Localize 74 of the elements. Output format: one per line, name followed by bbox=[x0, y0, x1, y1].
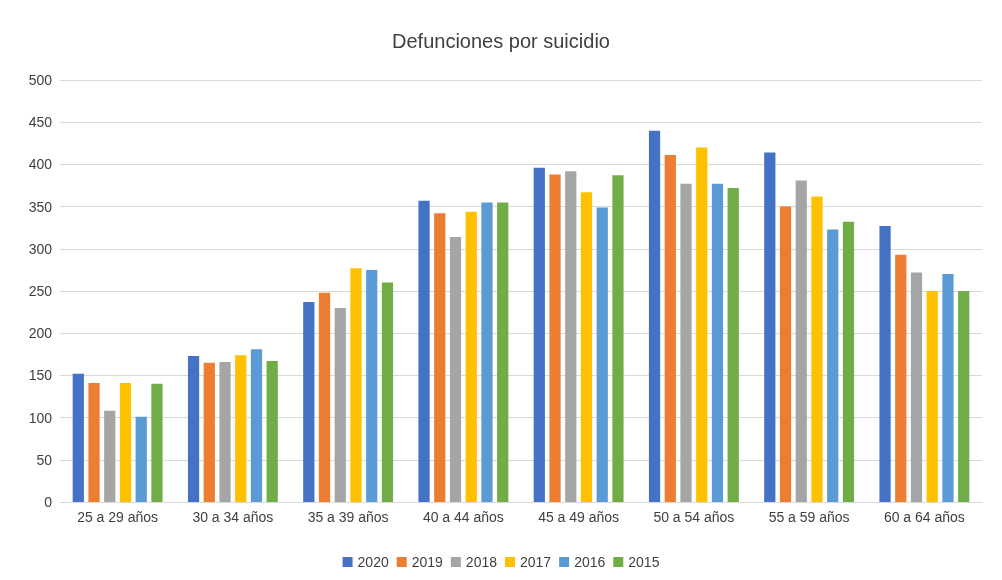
bar bbox=[266, 361, 278, 502]
bar bbox=[596, 207, 608, 502]
y-tick-label: 250 bbox=[28, 283, 53, 299]
y-tick-label: 50 bbox=[36, 451, 53, 468]
legend-label: 2016 bbox=[574, 554, 606, 570]
bar bbox=[119, 383, 132, 502]
bar bbox=[88, 383, 100, 502]
bar bbox=[481, 202, 493, 502]
bar bbox=[764, 152, 776, 502]
bar bbox=[958, 291, 970, 502]
bar bbox=[648, 130, 661, 502]
y-tick-label: 500 bbox=[28, 72, 53, 88]
y-tick-label: 400 bbox=[28, 156, 53, 173]
bar bbox=[318, 292, 331, 502]
bar bbox=[187, 355, 200, 502]
bar bbox=[842, 221, 855, 502]
bar bbox=[497, 202, 509, 502]
x-tick-label: 45 a 49 años bbox=[538, 509, 620, 525]
legend-label: 2019 bbox=[411, 554, 444, 570]
y-tick-label: 350 bbox=[28, 198, 53, 215]
bar bbox=[680, 183, 692, 502]
bar bbox=[711, 183, 724, 502]
bar bbox=[895, 254, 907, 502]
bar bbox=[104, 410, 116, 502]
bar bbox=[381, 282, 394, 502]
bar bbox=[72, 373, 84, 502]
bar bbox=[334, 307, 346, 502]
bar bbox=[549, 174, 561, 502]
bar bbox=[203, 362, 215, 502]
chart-title: Defunciones por suicidio bbox=[392, 30, 610, 52]
x-tick-label: 40 a 44 años bbox=[422, 509, 504, 525]
bar bbox=[696, 147, 708, 502]
bar bbox=[350, 268, 362, 502]
bar bbox=[434, 213, 446, 502]
bar bbox=[418, 200, 430, 502]
x-tick-label: 55 a 59 años bbox=[768, 509, 850, 525]
y-tick-label: 100 bbox=[28, 409, 53, 426]
bar bbox=[135, 416, 147, 502]
x-tick-label: 35 a 39 años bbox=[307, 509, 389, 525]
bar bbox=[811, 196, 823, 502]
bar bbox=[727, 188, 739, 502]
legend-label: 2020 bbox=[357, 554, 389, 570]
y-tick-label: 300 bbox=[28, 240, 53, 257]
legend-label: 2018 bbox=[465, 554, 498, 570]
bar bbox=[219, 361, 231, 502]
bar bbox=[827, 229, 839, 502]
bar bbox=[580, 192, 593, 502]
y-tick-label: 450 bbox=[28, 114, 53, 131]
bar bbox=[942, 274, 954, 502]
bar bbox=[366, 269, 378, 502]
bar bbox=[151, 383, 163, 502]
y-tick-label: 150 bbox=[28, 367, 53, 384]
bar bbox=[565, 171, 577, 502]
bar bbox=[910, 272, 923, 502]
y-tick-label: 0 bbox=[44, 494, 53, 510]
bar bbox=[235, 355, 247, 502]
bar bbox=[612, 175, 624, 502]
bar bbox=[664, 155, 676, 502]
legend-label: 2015 bbox=[628, 554, 660, 570]
legend-label: 2017 bbox=[520, 554, 552, 570]
bar bbox=[879, 226, 891, 502]
bar bbox=[779, 206, 792, 502]
bar bbox=[303, 301, 315, 502]
y-tick-label: 200 bbox=[28, 325, 53, 342]
x-tick-label: 60 a 64 años bbox=[883, 509, 965, 525]
bar bbox=[250, 349, 263, 502]
bar bbox=[795, 180, 807, 502]
bar bbox=[465, 211, 477, 502]
bar bbox=[449, 236, 462, 502]
x-tick-label: 50 a 54 años bbox=[653, 509, 735, 525]
x-tick-label: 25 a 29 años bbox=[77, 509, 159, 525]
x-tick-label: 30 a 34 años bbox=[192, 509, 274, 525]
bar bbox=[533, 167, 545, 502]
bar bbox=[926, 291, 938, 502]
